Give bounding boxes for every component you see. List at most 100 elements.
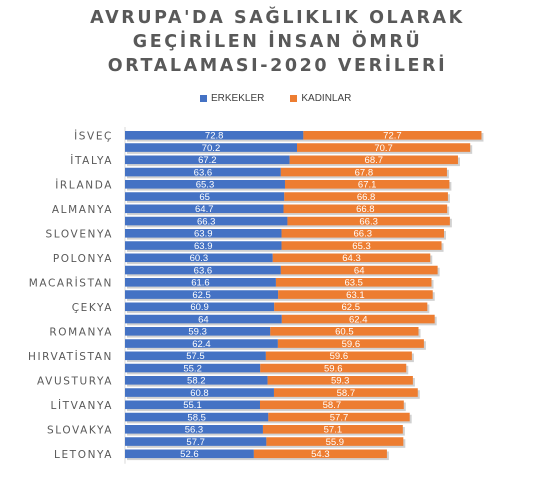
- bar-kadinlar: [272, 253, 431, 263]
- bar-kadinlar: [267, 376, 413, 385]
- data-label-kadinlar: 60.5: [335, 327, 354, 338]
- bar-kadinlar: [277, 339, 424, 348]
- data-label-kadinlar: 63.5: [344, 278, 363, 289]
- bar-erkekler: [125, 400, 260, 410]
- data-label-erkekler: 72.8: [205, 131, 224, 142]
- bar-erkekler: [125, 327, 271, 336]
- chart-title-line-3: ORTALAMASI-2020 VERİLERİ: [107, 56, 448, 76]
- data-label-kadinlar: 57.7: [330, 412, 349, 423]
- legend-label-erkekler: ERKEKLER: [211, 93, 265, 104]
- data-label-kadinlar: 63.1: [346, 290, 365, 301]
- legend-swatch-erkekler: [200, 95, 207, 102]
- bar-erkekler: [125, 290, 279, 299]
- data-label-kadinlar: 66.3: [354, 229, 373, 240]
- bar-kadinlar: [287, 216, 450, 226]
- data-label-kadinlar: 70.7: [374, 143, 393, 154]
- bar-erkekler: [125, 265, 281, 275]
- category-label: AVUSTURYA: [37, 375, 113, 387]
- category-label: ALMANYA: [52, 204, 113, 216]
- data-label-kadinlar: 59.6: [330, 351, 349, 362]
- data-label-kadinlar: 55.9: [326, 437, 345, 448]
- data-label-kadinlar: 58.7: [337, 388, 356, 399]
- bar-erkekler: [125, 253, 273, 263]
- bar-erkekler: [125, 363, 261, 373]
- chart-title-line-1: AVRUPA'DA SAĞLIKLIK OLARAK: [90, 8, 465, 28]
- bar-kadinlar: [281, 241, 442, 250]
- category-label: LETONYA: [54, 449, 113, 461]
- data-label-erkekler: 70.2: [202, 143, 221, 154]
- data-label-kadinlar: 66.3: [359, 216, 378, 227]
- data-label-kadinlar: 62.5: [342, 302, 361, 313]
- bar-kadinlar: [283, 204, 448, 214]
- legend-item-kadinlar: KADINLAR: [290, 93, 351, 104]
- data-label-erkekler: 64.7: [195, 204, 214, 215]
- data-label-erkekler: 58.5: [187, 412, 206, 423]
- data-label-erkekler: 63.6: [194, 265, 213, 276]
- category-label: İSVEÇ: [74, 129, 113, 142]
- bar-kadinlar: [265, 351, 412, 361]
- data-label-kadinlar: 66.8: [357, 192, 376, 203]
- data-label-erkekler: 60.3: [190, 253, 209, 264]
- bar-erkekler: [125, 412, 269, 422]
- bar-kadinlar: [273, 388, 418, 397]
- bar-kadinlar: [253, 449, 387, 459]
- legend-item-erkekler: ERKEKLER: [200, 93, 264, 104]
- data-label-kadinlar: 64.3: [342, 253, 361, 264]
- data-label-erkekler: 63.6: [194, 167, 213, 178]
- bar-erkekler: [125, 437, 267, 446]
- bar-kadinlar: [268, 412, 410, 422]
- category-label: ÇEKYA: [72, 302, 113, 314]
- category-label: LİTVANYA: [51, 399, 114, 412]
- bar-kadinlar: [280, 167, 447, 177]
- category-label: SLOVENYA: [46, 228, 113, 240]
- bar-erkekler: [125, 241, 282, 250]
- bar-erkekler: [125, 314, 282, 324]
- bar-erkekler: [125, 216, 288, 226]
- category-label: SLOVAKYA: [47, 424, 113, 436]
- bar-erkekler: [125, 204, 284, 214]
- bar-kadinlar: [275, 278, 432, 287]
- data-label-kadinlar: 67.8: [355, 167, 374, 178]
- bar-kadinlar: [274, 302, 428, 312]
- category-label: POLONYA: [53, 253, 113, 265]
- bar-kadinlar: [284, 192, 448, 201]
- bar-kadinlar: [281, 314, 435, 324]
- data-label-erkekler: 59.3: [188, 327, 207, 338]
- data-label-erkekler: 64: [198, 314, 209, 325]
- data-label-kadinlar: 62.4: [349, 314, 368, 325]
- category-label: İRLANDA: [55, 178, 113, 191]
- bar-erkekler: [125, 192, 285, 201]
- bar-kadinlar: [262, 425, 403, 434]
- data-label-kadinlar: 57.1: [324, 425, 343, 436]
- category-label: İTALYA: [70, 154, 113, 167]
- bar-erkekler: [125, 388, 274, 397]
- bar-erkekler: [125, 376, 268, 385]
- data-label-erkekler: 66.3: [197, 216, 216, 227]
- data-label-erkekler: 67.2: [198, 155, 217, 166]
- category-label: MACARİSTAN: [29, 276, 113, 289]
- bar-erkekler: [125, 351, 266, 361]
- data-label-erkekler: 57.7: [186, 437, 205, 448]
- data-label-erkekler: 56.3: [185, 425, 204, 436]
- legend-label-kadinlar: KADINLAR: [301, 93, 352, 104]
- data-label-kadinlar: 65.3: [352, 241, 371, 252]
- data-label-erkekler: 65: [199, 192, 210, 203]
- data-label-kadinlar: 67.1: [358, 180, 377, 191]
- bar-erkekler: [125, 229, 282, 238]
- data-label-erkekler: 55.1: [183, 400, 202, 411]
- bar-erkekler: [125, 180, 285, 189]
- chart-title: AVRUPA'DA SAĞLIKLIK OLARAK GEÇİRİLEN İNS…: [0, 6, 555, 78]
- bar-kadinlar: [280, 265, 438, 275]
- data-label-kadinlar: 58.7: [323, 400, 342, 411]
- data-label-erkekler: 61.6: [191, 278, 210, 289]
- bar-kadinlar: [266, 437, 404, 446]
- bar-erkekler: [125, 278, 276, 287]
- bar-kadinlar: [284, 180, 450, 189]
- data-label-erkekler: 65.3: [196, 180, 215, 191]
- data-label-erkekler: 57.5: [186, 351, 205, 362]
- data-label-kadinlar: 72.7: [383, 131, 402, 142]
- bar-erkekler: [125, 143, 297, 152]
- data-label-kadinlar: 66.8: [356, 204, 375, 215]
- category-label: HIRVATİSTAN: [28, 350, 113, 363]
